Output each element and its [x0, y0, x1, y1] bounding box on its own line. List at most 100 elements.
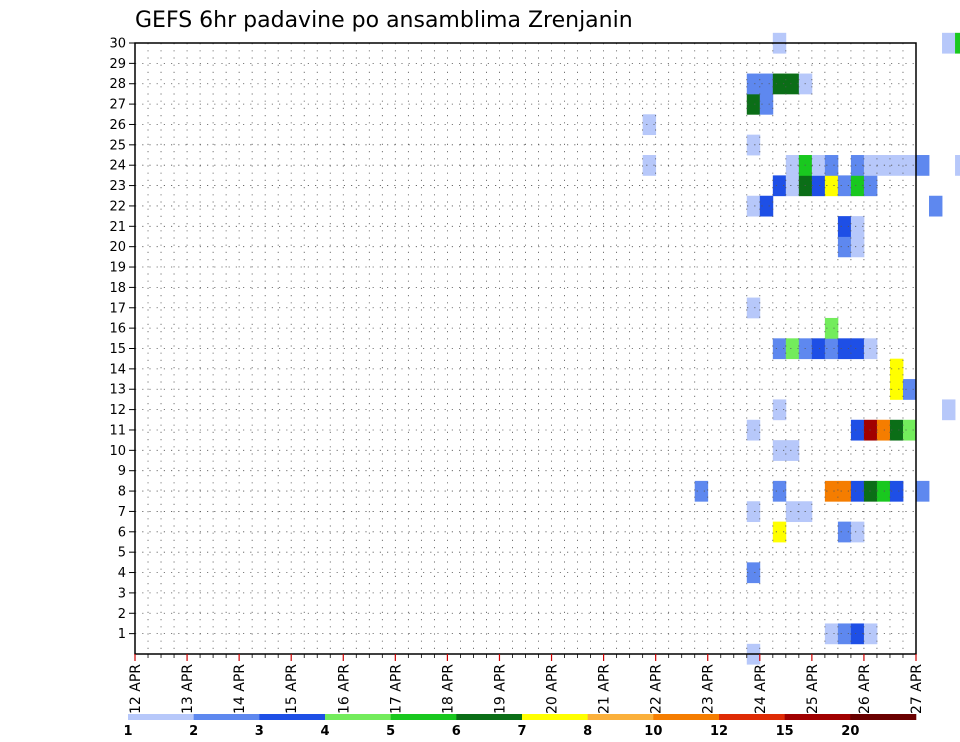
heatmap-cell — [746, 195, 761, 217]
heatmap-cell — [863, 338, 878, 360]
heatmap-cell — [746, 73, 761, 95]
y-tick-label: 3 — [118, 586, 126, 601]
heatmap-cell — [837, 236, 852, 258]
heatmap-cell — [785, 175, 800, 197]
colorbar-swatch — [128, 714, 194, 720]
heatmap-cell — [850, 521, 865, 543]
heatmap-cell — [942, 32, 956, 54]
heatmap-cell — [785, 155, 800, 176]
y-tick-label: 25 — [109, 138, 126, 153]
heatmap-cell — [785, 440, 800, 461]
heatmap-cell — [876, 155, 891, 176]
heatmap-cell — [863, 623, 878, 645]
colorbar-swatch — [259, 714, 326, 720]
y-tick-label: 10 — [109, 444, 126, 459]
heatmap-cell — [850, 338, 865, 360]
y-tick-label: 24 — [109, 159, 126, 174]
x-tick-label: 21 APR — [597, 664, 613, 714]
heatmap-cell — [889, 419, 904, 441]
colorbar-swatch — [653, 714, 720, 720]
colorbar-swatch — [325, 714, 391, 720]
x-tick-label: 14 APR — [232, 664, 248, 714]
heatmap-cell — [850, 480, 865, 502]
x-tick-label: 23 APR — [701, 664, 717, 714]
heatmap-cell — [955, 32, 960, 54]
y-tick-label: 27 — [109, 98, 126, 113]
y-tick-label: 12 — [109, 403, 126, 418]
x-tick-label: 20 APR — [545, 664, 561, 714]
x-tick-label: 13 APR — [180, 664, 196, 714]
y-tick-label: 7 — [118, 505, 126, 520]
y-tick-label: 30 — [109, 37, 126, 52]
heatmap-cell — [642, 155, 657, 176]
x-tick-label: 12 APR — [128, 664, 144, 714]
y-tick-label: 26 — [109, 118, 126, 133]
heatmap-cell — [863, 155, 878, 176]
x-tick-label: 27 APR — [909, 664, 925, 714]
y-tick-label: 29 — [109, 57, 126, 72]
heatmap-cell — [916, 155, 930, 176]
colorbar-swatch — [522, 714, 588, 720]
chart-title: GEFS 6hr padavine po ansamblima Zrenjani… — [135, 8, 633, 33]
y-tick-label: 22 — [109, 199, 126, 214]
heatmap-cell — [746, 501, 761, 523]
y-tick-label: 28 — [109, 77, 126, 92]
colorbar-label: 5 — [386, 724, 395, 739]
x-tick-label: 24 APR — [753, 664, 769, 714]
heatmap-cell — [837, 338, 852, 360]
heatmap-cell — [759, 93, 774, 115]
colorbar-label: 7 — [517, 724, 526, 739]
heatmap-cell — [850, 175, 865, 197]
y-tick-label: 2 — [118, 607, 126, 622]
heatmap-cell — [759, 195, 774, 217]
heatmap-cell — [772, 338, 787, 360]
heatmap-cell — [772, 521, 787, 543]
x-tick-label: 25 APR — [805, 664, 821, 714]
y-tick-label: 23 — [109, 179, 126, 194]
colorbar-swatch — [784, 714, 851, 720]
y-tick-label: 18 — [109, 281, 126, 296]
heatmap-cell — [772, 73, 787, 95]
x-tick-label: 15 APR — [284, 664, 300, 714]
x-tick-label: 22 APR — [649, 664, 665, 714]
heatmap-cell — [850, 155, 865, 176]
heatmap-cell — [889, 358, 904, 380]
colorbar: 1 2 3 4 5 6 7 8 10 12 15 20 — [123, 714, 917, 739]
heatmap-cell — [837, 175, 852, 197]
colorbar-label: 2 — [189, 724, 198, 739]
heatmap-cell — [837, 216, 852, 237]
colorbar-label: 20 — [841, 724, 859, 739]
heatmap-cell — [824, 338, 839, 360]
y-tick-label: 1 — [118, 627, 126, 642]
heatmap-cell — [694, 480, 709, 502]
heatmap-cell — [902, 379, 917, 400]
y-tick-label: 8 — [118, 485, 126, 500]
y-tick-label: 16 — [109, 322, 126, 337]
colorbar-label: 8 — [583, 724, 592, 739]
heatmap-cell — [824, 623, 839, 645]
heatmap-cell — [824, 155, 839, 176]
heatmap-cell — [863, 480, 878, 502]
colorbar-label: 3 — [255, 724, 264, 739]
heatmap-cell — [746, 419, 761, 441]
y-tick-label: 19 — [109, 261, 126, 276]
heatmap-cell — [929, 195, 943, 217]
heatmap-cells — [642, 32, 960, 665]
heatmap-cell — [785, 73, 800, 95]
heatmap-cell — [863, 419, 878, 441]
colorbar-label: 1 — [123, 724, 132, 739]
heatmap-cell — [746, 93, 761, 115]
y-tick-label: 14 — [109, 362, 126, 377]
colorbar-label: 10 — [644, 724, 662, 739]
colorbar-label: 15 — [776, 724, 794, 739]
heatmap-cell — [824, 175, 839, 197]
heatmap-cell — [889, 155, 904, 176]
heatmap-cell — [850, 419, 865, 441]
heatmap-cell — [876, 480, 891, 502]
colorbar-label: 6 — [452, 724, 461, 739]
heatmap-cell — [785, 338, 800, 360]
y-tick-label: 11 — [109, 423, 126, 438]
colorbar-swatch — [193, 714, 260, 720]
colorbar-label: 12 — [710, 724, 728, 739]
colorbar-swatch — [456, 714, 523, 720]
